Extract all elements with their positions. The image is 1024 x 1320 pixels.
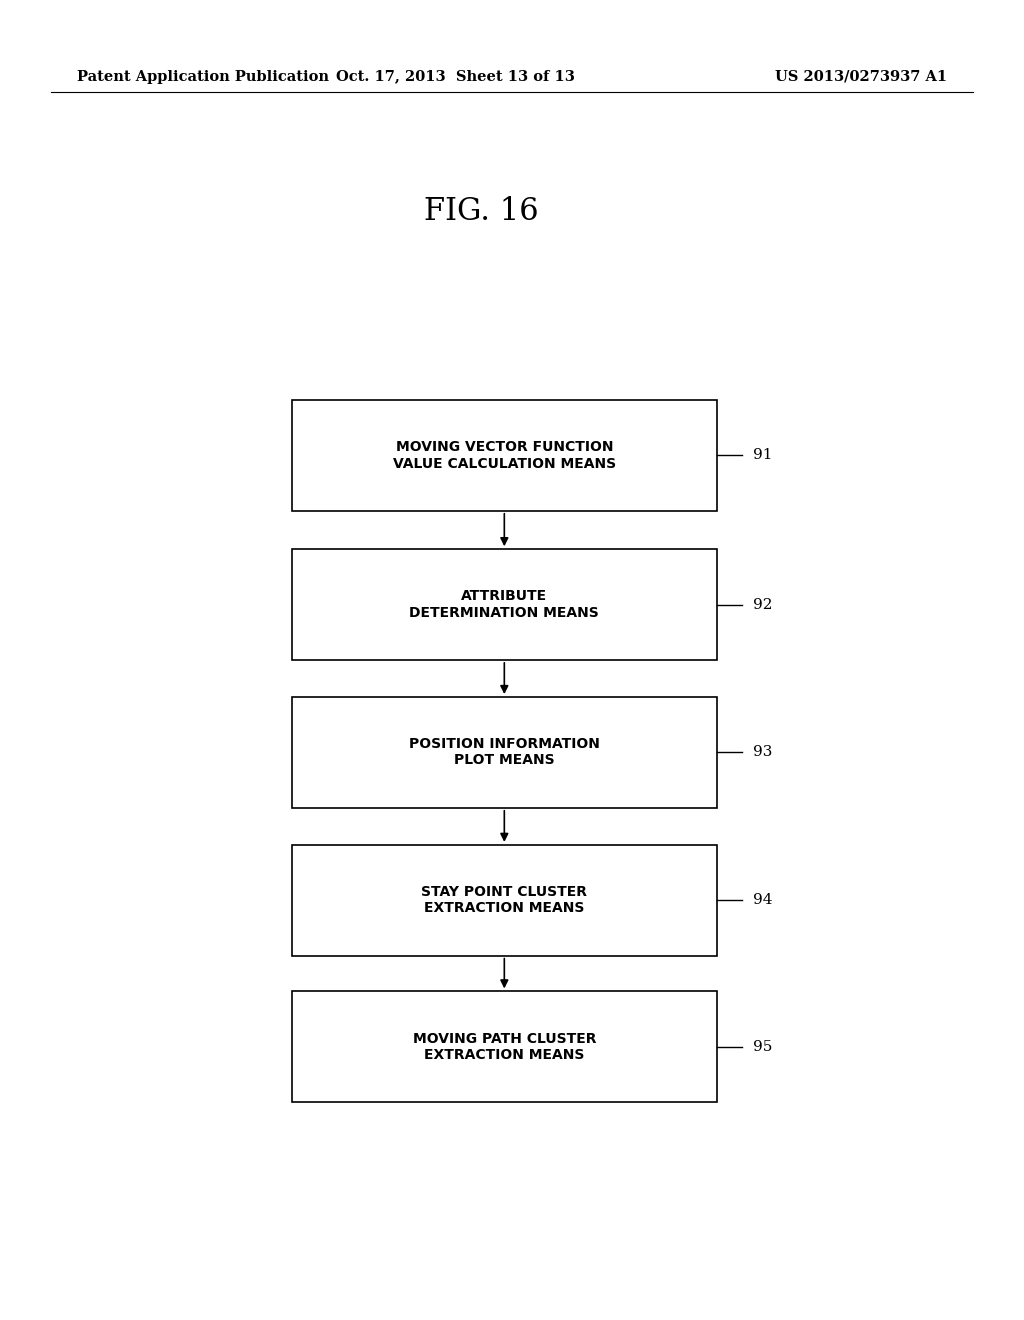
Text: ATTRIBUTE
DETERMINATION MEANS: ATTRIBUTE DETERMINATION MEANS — [410, 590, 599, 619]
Text: FIG. 16: FIG. 16 — [424, 195, 539, 227]
Bar — [292, 845, 717, 956]
Text: 92: 92 — [753, 598, 772, 611]
Bar — [292, 697, 717, 808]
Text: Patent Application Publication: Patent Application Publication — [77, 70, 329, 83]
Bar — [292, 991, 717, 1102]
Text: 95: 95 — [753, 1040, 772, 1053]
Text: 93: 93 — [753, 746, 772, 759]
Bar — [292, 549, 717, 660]
Bar — [292, 400, 717, 511]
Text: Oct. 17, 2013  Sheet 13 of 13: Oct. 17, 2013 Sheet 13 of 13 — [336, 70, 575, 83]
Text: MOVING VECTOR FUNCTION
VALUE CALCULATION MEANS: MOVING VECTOR FUNCTION VALUE CALCULATION… — [393, 441, 615, 470]
Text: STAY POINT CLUSTER
EXTRACTION MEANS: STAY POINT CLUSTER EXTRACTION MEANS — [421, 886, 588, 915]
Text: POSITION INFORMATION
PLOT MEANS: POSITION INFORMATION PLOT MEANS — [409, 738, 600, 767]
Text: 94: 94 — [753, 894, 772, 907]
Text: 91: 91 — [753, 449, 772, 462]
Text: US 2013/0273937 A1: US 2013/0273937 A1 — [775, 70, 947, 83]
Text: MOVING PATH CLUSTER
EXTRACTION MEANS: MOVING PATH CLUSTER EXTRACTION MEANS — [413, 1032, 596, 1061]
